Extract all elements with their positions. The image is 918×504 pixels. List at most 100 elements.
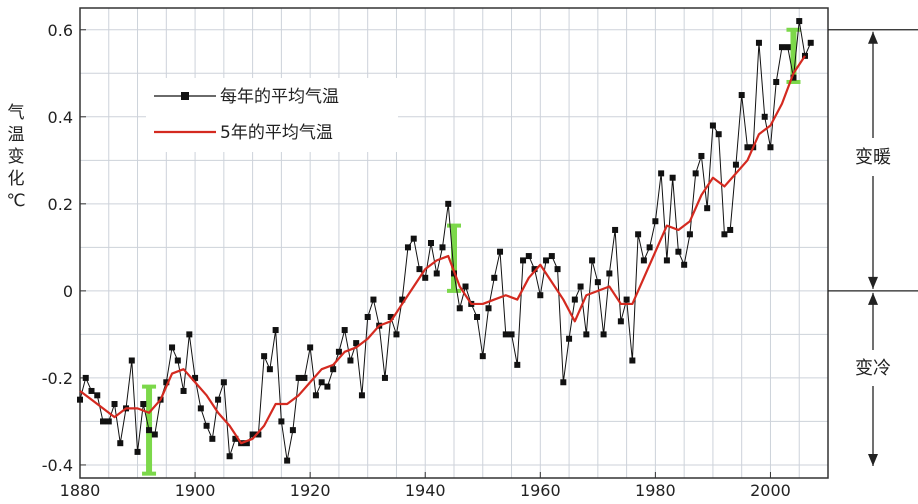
data-point-annual <box>312 392 319 399</box>
data-point-annual <box>520 257 527 264</box>
highlight-cap-top <box>447 223 461 228</box>
data-point-annual <box>163 379 170 386</box>
data-point-annual <box>266 366 273 373</box>
data-point-annual <box>358 392 365 399</box>
data-point-annual <box>796 18 803 25</box>
data-point-annual <box>571 296 578 303</box>
data-point-annual <box>261 353 268 360</box>
data-point-annual <box>721 231 728 238</box>
y-axis-label-char: ℃ <box>6 191 25 211</box>
data-point-annual <box>77 396 83 403</box>
data-point-annual <box>335 348 342 355</box>
data-point-annual <box>548 253 555 260</box>
data-point-annual <box>778 44 785 51</box>
warming-arrow-head-up <box>868 31 878 44</box>
data-point-annual <box>675 248 682 255</box>
highlight-bar <box>790 29 797 82</box>
data-point-annual <box>686 231 693 238</box>
data-point-annual <box>301 374 308 381</box>
axes: 1880 1900 1920 1940 1960 1980 2000 0.6 0.4 0.2 0 -0… <box>42 7 829 500</box>
data-point-annual <box>790 74 797 81</box>
data-point-annual <box>456 305 463 312</box>
highlight-cap-top <box>786 27 801 32</box>
data-point-annual <box>209 435 216 442</box>
data-point-annual <box>543 257 550 264</box>
data-point-annual <box>715 131 722 138</box>
data-point-annual <box>180 387 187 394</box>
data-point-annual <box>186 331 193 338</box>
data-point-annual <box>117 440 124 447</box>
data-point-annual <box>577 283 584 290</box>
y-tick-label: 0.4 <box>48 108 73 127</box>
data-point-annual <box>341 327 348 334</box>
data-point-annual <box>151 431 158 438</box>
data-point-annual <box>583 331 590 338</box>
data-point-annual <box>169 344 176 351</box>
data-point-annual <box>82 374 89 381</box>
data-point-annual <box>589 257 596 264</box>
data-point-annual <box>658 170 665 177</box>
data-point-annual <box>88 387 95 394</box>
data-point-annual <box>755 39 762 46</box>
y-tick-label: 0.6 <box>48 21 73 40</box>
data-point-annual <box>508 331 515 338</box>
data-point-annual <box>128 357 135 364</box>
data-point-annual <box>94 392 101 399</box>
data-point-annual <box>629 357 636 364</box>
data-point-annual <box>278 418 285 425</box>
x-tick-label: 1960 <box>520 481 561 500</box>
data-point-annual <box>773 78 780 85</box>
data-point-annual <box>560 379 567 386</box>
data-point-annual <box>226 453 233 460</box>
data-point-annual <box>566 335 573 342</box>
y-tick-label: -0.2 <box>42 369 73 388</box>
data-point-annual <box>399 296 406 303</box>
data-point-annual <box>364 313 371 320</box>
highlight-cap-bottom <box>447 288 461 293</box>
data-point-annual <box>531 266 538 273</box>
data-point-annual <box>111 401 118 408</box>
data-point-annual <box>594 279 601 286</box>
y-axis-label-char: 化 <box>8 169 25 189</box>
x-tick-label: 1940 <box>405 481 446 500</box>
data-point-annual <box>381 374 388 381</box>
data-point-annual <box>537 292 544 299</box>
plot-frame <box>79 7 829 479</box>
data-point-annual <box>738 92 745 99</box>
data-point-annual <box>197 405 204 412</box>
data-point-annual <box>324 383 331 390</box>
data-point-annual <box>393 331 400 338</box>
data-point-annual <box>232 435 239 442</box>
y-tick-label: 0.2 <box>48 195 73 214</box>
series-layer <box>77 18 814 464</box>
x-tick-label: 1980 <box>635 481 676 500</box>
highlight-cap-top <box>142 384 157 389</box>
data-point-annual <box>353 340 360 347</box>
data-point-annual <box>192 374 199 381</box>
data-point-annual <box>663 257 670 264</box>
data-point-annual <box>692 170 699 177</box>
data-point-annual <box>140 401 147 408</box>
data-point-annual <box>474 313 481 320</box>
data-point-annual <box>698 152 705 159</box>
y-axis-label-char: 温 <box>8 125 25 145</box>
legend-label-annual: 每年的平均气温 <box>220 87 339 107</box>
data-point-annual <box>709 122 716 129</box>
data-point-annual <box>289 427 296 434</box>
legend-marker-annual <box>181 92 189 100</box>
series-line-5yr-mean <box>79 55 806 445</box>
data-point-annual <box>272 327 279 334</box>
data-point-annual <box>445 200 452 207</box>
data-point-annual <box>295 374 302 381</box>
data-point-annual <box>100 418 107 425</box>
data-point-annual <box>307 344 314 351</box>
data-point-annual <box>554 266 561 273</box>
data-point-annual <box>318 379 325 386</box>
highlight-bar <box>451 225 457 291</box>
data-point-annual <box>370 296 377 303</box>
data-point-annual <box>681 261 688 268</box>
